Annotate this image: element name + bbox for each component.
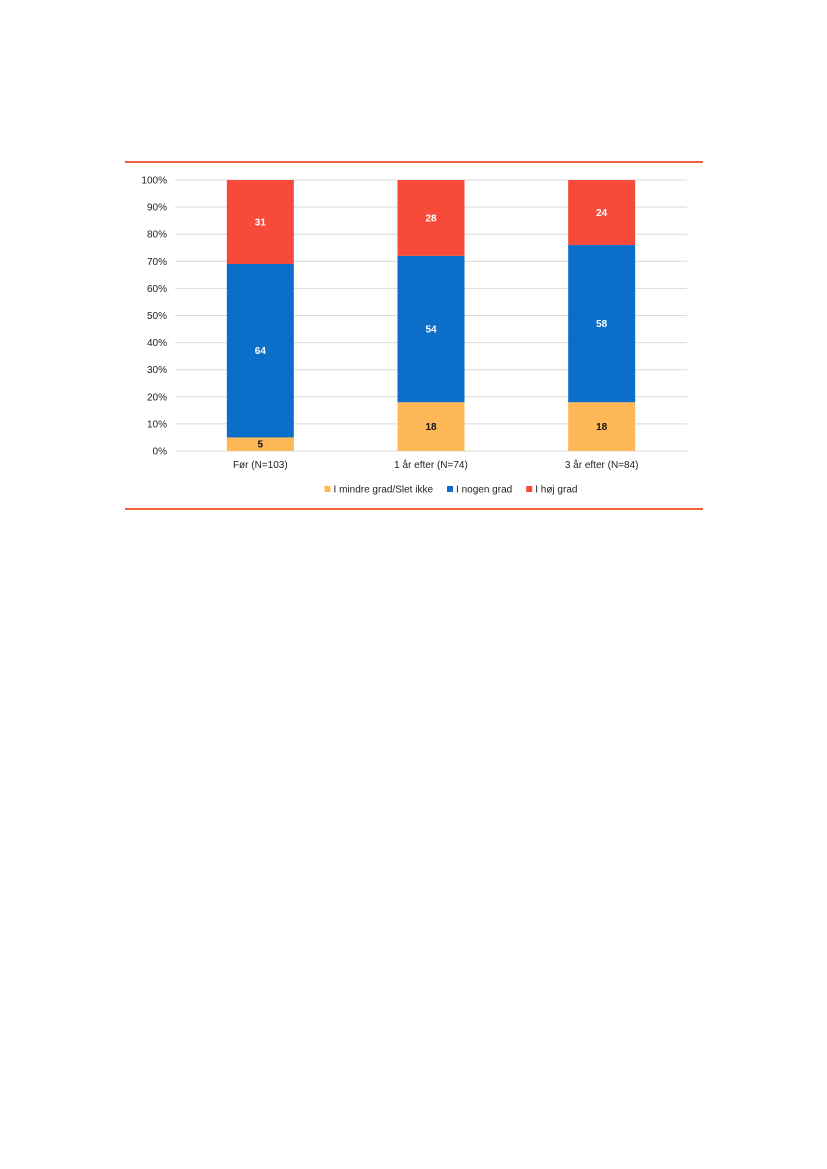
bottom-rule	[125, 508, 703, 510]
y-tick-label: 50%	[147, 311, 167, 322]
legend-label: I høj grad	[535, 485, 577, 496]
y-tick-label: 0%	[153, 447, 168, 458]
y-tick-label: 10%	[147, 419, 167, 430]
y-tick-label: 100%	[141, 176, 167, 187]
bar-segment	[568, 180, 636, 246]
y-tick-label: 30%	[147, 365, 167, 376]
bar-segment	[226, 264, 294, 438]
x-tick-label: 3 år efter (N=84)	[565, 459, 639, 471]
x-tick-label: Før (N=103)	[233, 460, 288, 471]
y-tick-label: 40%	[147, 338, 167, 349]
data-label: 54	[425, 325, 437, 336]
y-axis-ticks: 0% 10% 20% 30% 40% 50% 60% 70% 80% 90% 100%	[141, 176, 167, 458]
bar-segment	[568, 245, 636, 403]
bar-segment	[397, 180, 465, 256]
bar-segment	[568, 402, 636, 451]
bar-segment	[226, 437, 294, 451]
bar-segment	[226, 180, 294, 265]
bar-segment	[397, 402, 465, 451]
y-tick-label: 60%	[147, 284, 167, 295]
bar-segment	[397, 255, 465, 403]
chart-frame: 0% 10% 20% 30% 40% 50% 60% 70% 80% 90% 100% 5 64 31 1…	[125, 160, 703, 512]
top-rule	[125, 161, 703, 163]
stacked-bar-chart: 0% 10% 20% 30% 40% 50% 60% 70% 80% 90% 100% 5 64 31 1…	[141, 176, 687, 496]
bars: 5 64 31 18 54 28 18 58 24	[226, 180, 636, 451]
legend: I mindre grad/Slet ikke I nogen grad I høj…	[324, 485, 577, 496]
legend-swatch	[526, 486, 533, 492]
x-axis-ticks: Før (N=103) 1 år efter (N=74) 3 år efter (…	[233, 459, 639, 471]
data-label: 5	[258, 440, 264, 451]
data-label: 28	[425, 213, 437, 224]
data-label: 64	[255, 346, 267, 357]
y-tick-label: 90%	[147, 203, 167, 214]
data-label: 18	[596, 422, 608, 433]
y-tick-label: 70%	[147, 257, 167, 268]
y-tick-label: 80%	[147, 230, 167, 241]
y-tick-label: 20%	[147, 392, 167, 403]
legend-swatch	[324, 486, 331, 492]
data-label: 58	[596, 319, 608, 330]
legend-swatch	[447, 486, 454, 492]
data-label: 24	[596, 208, 608, 219]
legend-label: I mindre grad/Slet ikke	[334, 485, 434, 496]
legend-label: I nogen grad	[456, 485, 512, 496]
data-label: 18	[425, 422, 437, 433]
x-tick-label: 1 år efter (N=74)	[394, 459, 468, 471]
data-label: 31	[255, 218, 267, 229]
